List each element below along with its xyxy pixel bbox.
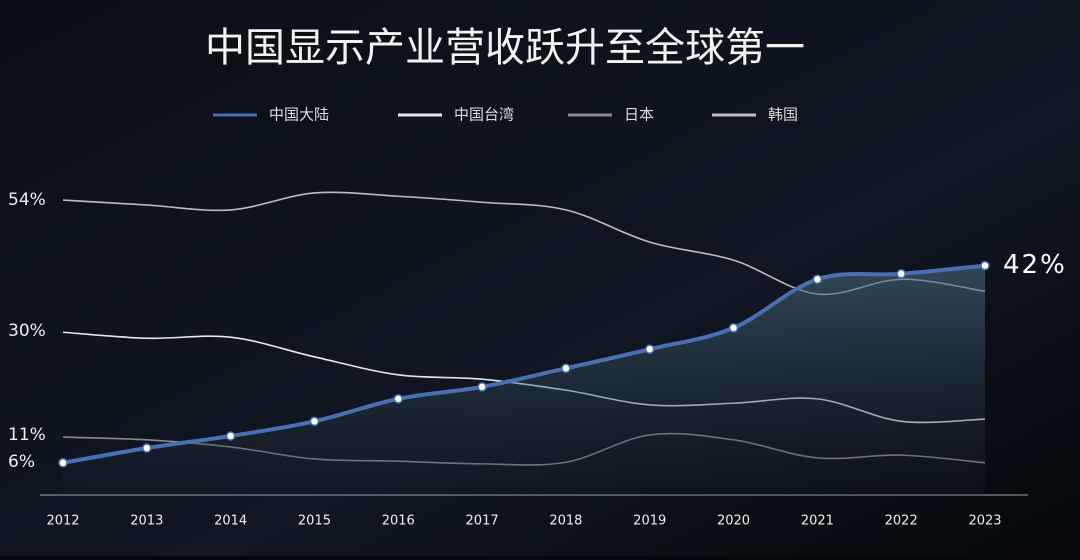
data-point xyxy=(896,269,906,279)
series-line xyxy=(62,263,986,465)
data-point xyxy=(225,431,236,441)
x-tick-label: 2022 xyxy=(885,514,918,529)
x-tick-label: 2016 xyxy=(382,514,415,529)
data-point xyxy=(644,344,655,354)
x-tick-label: 2012 xyxy=(46,514,79,529)
y-tick-label: 6% xyxy=(8,452,35,472)
x-tick-label: 2018 xyxy=(549,514,582,529)
x-tick-label: 2019 xyxy=(633,514,666,529)
data-point xyxy=(812,274,823,285)
y-tick-label: 54% xyxy=(8,190,46,210)
y-tick-label: 11% xyxy=(8,425,46,445)
legend-label: 中国台湾 xyxy=(454,106,514,124)
data-point xyxy=(309,416,320,427)
x-tick-label: 2014 xyxy=(214,514,247,529)
x-tick-label: 2021 xyxy=(801,514,834,529)
x-tick-label: 2023 xyxy=(968,514,1001,529)
y-tick-label: 30% xyxy=(8,321,46,341)
x-tick-label: 2020 xyxy=(717,514,750,529)
data-point xyxy=(58,458,68,468)
data-point xyxy=(561,363,571,374)
legend-label: 韩国 xyxy=(768,106,798,124)
data-point xyxy=(142,443,152,453)
data-label: 42% xyxy=(1003,250,1067,280)
area xyxy=(63,265,985,495)
x-tick-label: 2017 xyxy=(466,514,499,529)
x-tick-label: 2015 xyxy=(298,514,331,529)
data-point xyxy=(728,323,739,333)
data-point xyxy=(477,382,487,392)
x-tick-label: 2013 xyxy=(130,514,163,529)
legend-label: 日本 xyxy=(624,106,654,124)
data-point xyxy=(980,260,990,271)
legend-label: 中国大陆 xyxy=(269,106,329,124)
data-point xyxy=(393,394,404,404)
chart-title: 中国显示产业营收跃升至全球第一 xyxy=(205,25,805,71)
